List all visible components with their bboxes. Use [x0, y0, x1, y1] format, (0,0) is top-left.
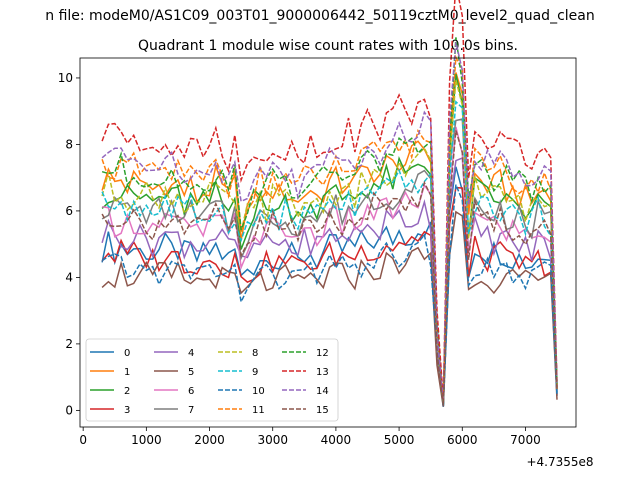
series-line-10: [101, 184, 558, 408]
legend-label-4: 4: [188, 348, 194, 359]
x-tick-label: 7000: [510, 433, 541, 447]
x-tick-label: 5000: [384, 433, 415, 447]
y-tick-label: 8: [65, 137, 73, 151]
y-axis-ticks: 0 2 4 6 8 10: [58, 71, 80, 417]
series-line-11: [101, 54, 558, 402]
y-tick-label: 2: [65, 337, 73, 351]
legend-label-11: 11: [252, 405, 265, 416]
legend-label-5: 5: [188, 367, 194, 378]
plot-frame: [79, 57, 577, 428]
legend-label-6: 6: [188, 386, 194, 397]
legend-label-13: 13: [316, 367, 329, 378]
y-tick-label: 4: [65, 270, 73, 284]
legend-label-7: 7: [188, 405, 194, 416]
legend-label-2: 2: [124, 386, 130, 397]
legend-label-9: 9: [252, 367, 258, 378]
x-tick-label: 4000: [321, 433, 352, 447]
legend-label-3: 3: [124, 405, 130, 416]
y-tick-label: 10: [58, 71, 73, 85]
x-tick-label: 0: [79, 433, 87, 447]
legend-label-12: 12: [316, 348, 329, 359]
legend-label-10: 10: [252, 386, 265, 397]
legend-label-15: 15: [316, 405, 329, 416]
series-line-12: [101, 37, 558, 405]
series-line-8: [101, 79, 558, 404]
x-tick-label: 2000: [194, 433, 225, 447]
legend-label-1: 1: [124, 367, 130, 378]
x-tick-label: 1000: [131, 433, 162, 447]
series-line-13: [101, 0, 558, 401]
series-line-3: [101, 186, 558, 404]
series-line-14: [101, 42, 558, 403]
series-line-4: [101, 156, 558, 407]
y-tick-label: 6: [65, 204, 73, 218]
legend-label-8: 8: [252, 348, 258, 359]
series-line-9: [101, 100, 558, 407]
chart-suptitle: n file: modeM0/AS1C09_003T01_9000006442_…: [45, 8, 594, 24]
legend-box: [85, 338, 339, 422]
series-line-7: [101, 118, 558, 403]
series-line-5: [101, 210, 558, 408]
chart-title: Quadrant 1 module wise count rates with …: [138, 38, 518, 54]
x-tick-label: 3000: [257, 433, 288, 447]
series-line-1: [101, 72, 558, 407]
y-tick-label: 0: [65, 403, 73, 417]
series-lines: [101, 0, 558, 408]
x-axis-ticks: 0 1000 2000 3000 4000 5000 6000 7000: [79, 427, 541, 447]
x-tick-label: 6000: [447, 433, 478, 447]
series-line-15: [101, 130, 558, 406]
legend-label-14: 14: [316, 386, 329, 397]
legend-label-0: 0: [124, 348, 130, 359]
x-offset-label: +4.7355e8: [526, 455, 593, 469]
